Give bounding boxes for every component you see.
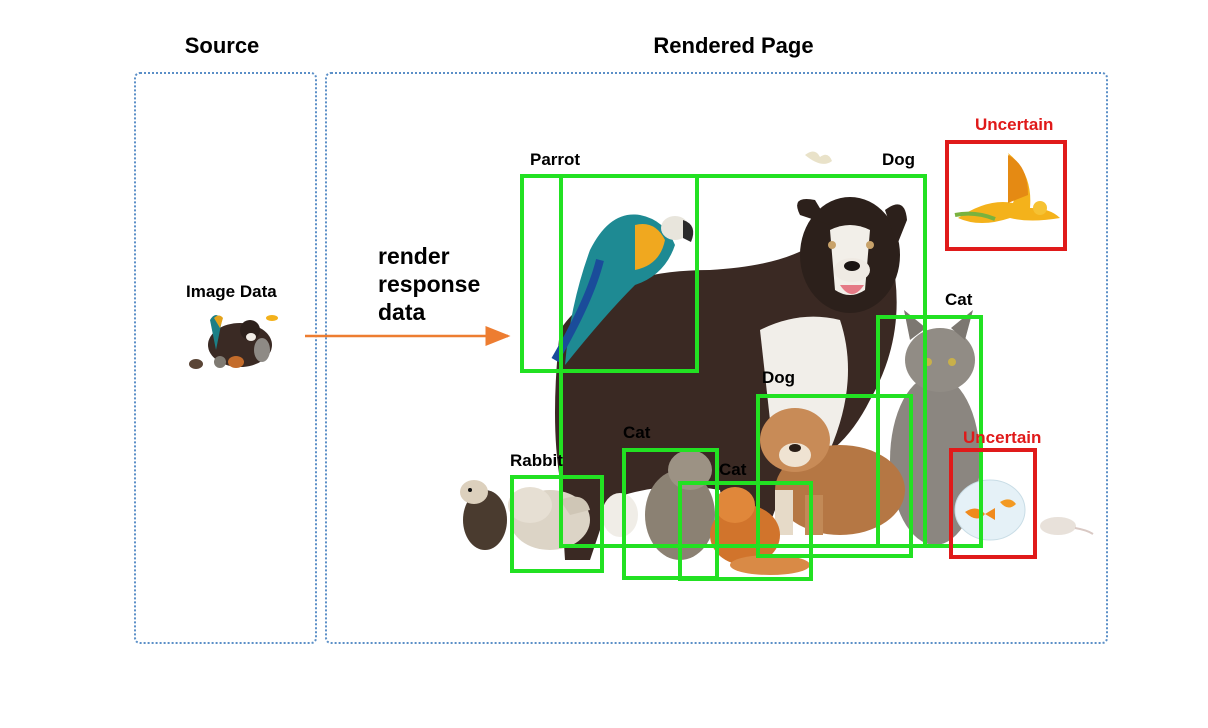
rendered-page-heading: Rendered Page <box>653 33 814 58</box>
detection-box-cat-kitten-2 <box>678 481 813 581</box>
source-heading: Source <box>184 33 260 58</box>
detection-label-cat-kitten-1: Cat <box>623 423 651 442</box>
detection-box-cat-kitten-1 <box>622 448 719 580</box>
thumbnail-image <box>189 315 278 369</box>
image-data-label: Image Data <box>186 282 277 301</box>
detection-box-dog-puppy <box>756 394 913 558</box>
source-panel <box>134 72 317 644</box>
render-arrow-label-line-1: render <box>378 243 450 269</box>
rendered-page-panel <box>325 72 1108 644</box>
detection-box-cat-right <box>876 315 983 548</box>
detection-label-rabbit: Rabbit <box>510 451 563 470</box>
detection-box-uncertain-fish <box>949 448 1037 559</box>
detection-label-uncertain-fish: Uncertain <box>963 428 1042 447</box>
detection-label-cat-kitten-2: Cat <box>719 460 747 479</box>
detection-box-uncertain-bird <box>945 140 1067 251</box>
detection-label-dog-large: Dog <box>882 150 916 169</box>
detection-box-dog-large <box>559 174 927 548</box>
detection-box-rabbit <box>510 475 604 573</box>
detection-label-dog-puppy: Dog <box>762 368 796 387</box>
render-arrow-label-line-2: response <box>378 271 481 297</box>
render-arrow-label-line-3: data <box>378 299 426 325</box>
detection-label-cat-right: Cat <box>945 290 973 309</box>
detection-label-uncertain-bird: Uncertain <box>975 115 1054 134</box>
detection-label-parrot: Parrot <box>530 150 581 169</box>
